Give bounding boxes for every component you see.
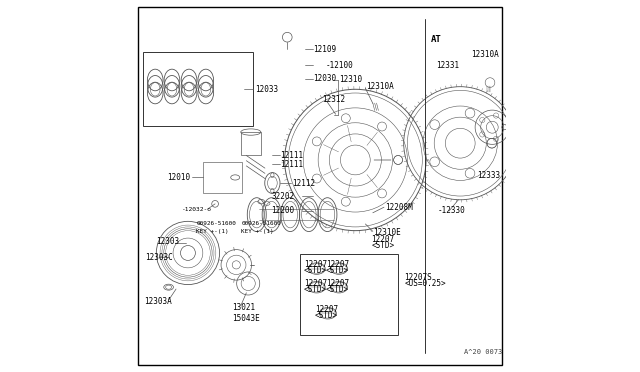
Text: <STD>: <STD>	[326, 285, 349, 294]
Text: KEY +-(1): KEY +-(1)	[196, 229, 229, 234]
Text: 00926-51600: 00926-51600	[196, 221, 236, 227]
Bar	[203, 162, 242, 193]
Text: 15043E: 15043E	[232, 314, 260, 323]
Text: 12208M: 12208M	[385, 203, 412, 212]
Text: <STD>: <STD>	[326, 266, 349, 275]
Text: 12331: 12331	[436, 61, 459, 70]
Text: <STD>: <STD>	[303, 266, 327, 275]
Text: 12207S: 12207S	[404, 273, 432, 282]
Text: AT: AT	[431, 35, 441, 44]
Text: 12207: 12207	[371, 235, 394, 244]
Text: KEY +-(1): KEY +-(1)	[241, 229, 274, 234]
Text: 13021: 13021	[232, 303, 255, 312]
Text: -12032-o: -12032-o	[182, 207, 212, 212]
Text: 12207: 12207	[326, 260, 349, 269]
Text: 12010: 12010	[168, 173, 191, 182]
Bar	[300, 254, 398, 335]
Text: 12207: 12207	[315, 305, 338, 314]
Text: 12033: 12033	[255, 85, 278, 94]
Text: -12100: -12100	[326, 61, 353, 70]
Text: 12111: 12111	[280, 160, 304, 169]
Text: 12303: 12303	[156, 237, 179, 246]
Text: 12303C: 12303C	[145, 253, 173, 262]
Text: 12310A: 12310A	[366, 82, 394, 91]
Text: 12310E: 12310E	[374, 228, 401, 237]
Text: 12333: 12333	[477, 171, 500, 180]
Text: 12207: 12207	[326, 279, 349, 288]
Text: <STD>: <STD>	[303, 285, 327, 294]
Text: 00926-51600: 00926-51600	[241, 221, 281, 227]
Text: 12200: 12200	[271, 206, 294, 215]
Text: 12312: 12312	[322, 95, 345, 104]
Text: <STD>: <STD>	[315, 311, 338, 320]
Text: <US=0.25>: <US=0.25>	[404, 279, 446, 288]
Text: 12030: 12030	[314, 74, 337, 83]
Text: 32202: 32202	[271, 192, 294, 201]
Text: 12310: 12310	[339, 76, 362, 84]
Bar	[241, 132, 261, 155]
Bar	[143, 52, 253, 126]
Text: 12111: 12111	[280, 151, 304, 160]
Text: 12310A: 12310A	[470, 50, 499, 59]
Text: 12207: 12207	[303, 260, 327, 269]
Text: <STD>: <STD>	[371, 241, 394, 250]
Text: -12330: -12330	[438, 206, 466, 215]
Text: 12303A: 12303A	[145, 297, 172, 306]
Text: 12207: 12207	[303, 279, 327, 288]
Text: 12109: 12109	[314, 45, 337, 54]
Text: A^20 0073: A^20 0073	[464, 349, 502, 355]
Text: 12112: 12112	[292, 179, 316, 187]
